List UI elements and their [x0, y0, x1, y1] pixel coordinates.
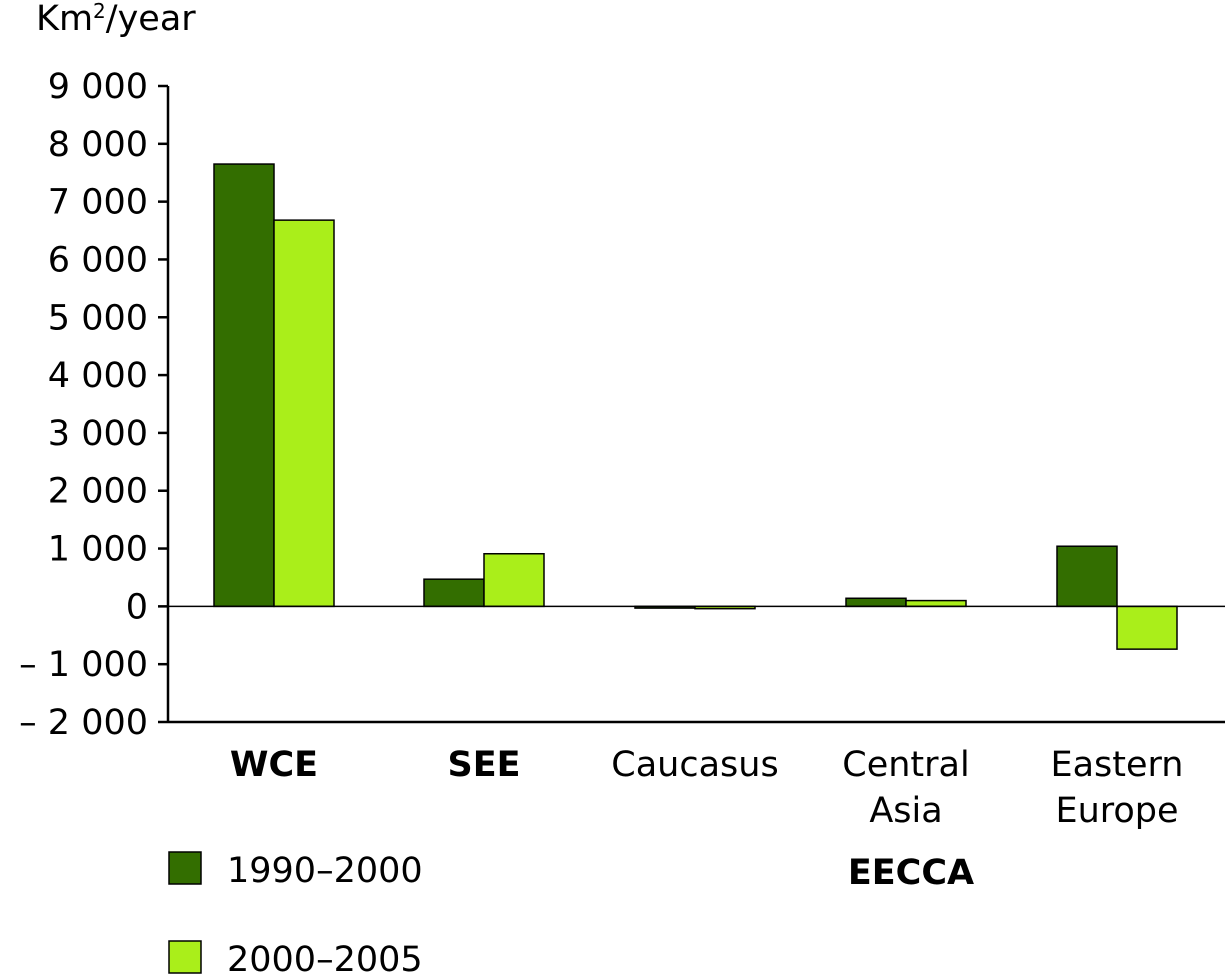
- x-category-label: Central: [842, 745, 969, 785]
- group-label-eecca: EECCA: [848, 853, 974, 893]
- legend-label: 2000–2005: [227, 940, 423, 974]
- bar-series1-cat5: [1056, 545, 1118, 608]
- y-unit-superscript: 2: [93, 0, 106, 23]
- bars-group: [213, 163, 1178, 650]
- y-tick-label: 5 000: [48, 298, 148, 338]
- y-tick-label: 3 000: [48, 414, 148, 454]
- x-category-label: Eastern: [1050, 745, 1183, 785]
- bar-series2-cat4: [905, 599, 967, 608]
- x-category-label: WCE: [230, 745, 318, 785]
- y-unit-suffix: /year: [106, 0, 196, 39]
- y-tick-label: 6 000: [48, 240, 148, 280]
- y-tick-label: – 2 000: [19, 703, 148, 743]
- bar-series2-cat5: [1116, 605, 1178, 650]
- y-unit-base: Km: [36, 0, 93, 39]
- y-tick-label: 1 000: [48, 530, 148, 570]
- y-unit-label: Km2/year: [36, 0, 196, 39]
- y-tick-label: – 1 000: [19, 645, 148, 685]
- bar-series1-cat1: [213, 163, 275, 608]
- bar-series1-cat2: [423, 578, 485, 608]
- x-category-label: Caucasus: [611, 745, 778, 785]
- bar-series2-cat1: [273, 219, 335, 608]
- axes-group: [166, 86, 1225, 724]
- category-labels-group: WCE SEE Caucasus Central Asia Eastern Europe: [230, 745, 1184, 831]
- legend: 1990–2000 2000–2005: [168, 851, 423, 974]
- legend-swatch: [168, 940, 202, 974]
- x-category-label: Asia: [869, 791, 942, 831]
- x-category-label: Europe: [1055, 791, 1178, 831]
- bar-series2-cat2: [483, 552, 545, 608]
- bar-series1-cat4: [845, 597, 907, 608]
- y-ticks-group: 9 000 8 000 7 000 6 000 5 000 4 000 3 000 2 000…: [19, 67, 168, 743]
- y-tick-label: 8 000: [48, 125, 148, 165]
- legend-label: 1990–2000: [227, 851, 423, 891]
- x-category-label: SEE: [447, 745, 520, 785]
- y-tick-label: 4 000: [48, 356, 148, 396]
- legend-swatch: [168, 851, 202, 885]
- y-tick-label: 9 000: [48, 67, 148, 107]
- y-tick-label: 7 000: [48, 183, 148, 223]
- y-tick-label: 0: [126, 587, 148, 627]
- y-tick-label: 2 000: [48, 472, 148, 512]
